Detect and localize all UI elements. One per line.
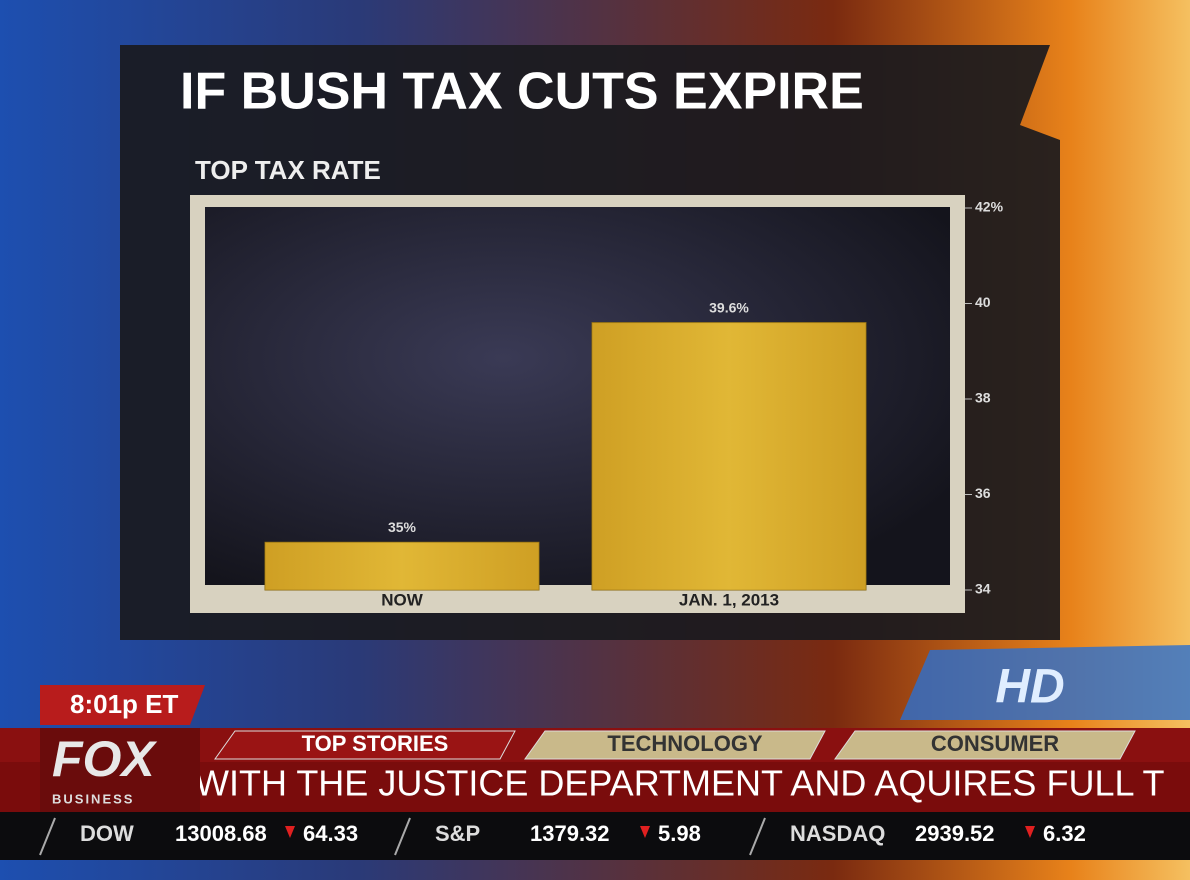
chart-subtitle: TOP TAX RATE [195, 155, 381, 185]
y-tick-label: 38 [975, 390, 991, 406]
bar-shine [592, 322, 866, 590]
time-box [40, 685, 205, 725]
ticker-divider [39, 817, 56, 856]
y-tick-label: 36 [975, 485, 991, 501]
x-tick-label: JAN. 1, 2013 [679, 590, 779, 609]
ticker-name: S&P [435, 821, 480, 846]
ticker-divider [394, 817, 411, 856]
x-tick-label: NOW [381, 590, 424, 609]
value-label: 39.6% [709, 299, 749, 315]
tab [214, 730, 516, 760]
headline: WITH THE JUSTICE DEPARTMENT AND AQUIRES … [195, 763, 1165, 804]
ticker-change: 5.98 [658, 821, 701, 846]
ticker-name: NASDAQ [790, 821, 885, 846]
ticker-value: 1379.32 [530, 821, 610, 846]
y-tick-label: 34 [975, 581, 991, 597]
ticker: DOW 13008.68 64.33 S&P 1379.32 5.98 NASDAQ 2939… [39, 817, 1086, 856]
logo-box [40, 728, 200, 812]
value-label: 35% [388, 519, 417, 535]
ticker-bar [0, 812, 1190, 860]
down-arrow [285, 826, 295, 838]
time: 8:01p ET [70, 689, 178, 719]
tab [524, 730, 826, 760]
tabs: TOP STORIES TECHNOLOGY CONSUMER [214, 730, 1136, 760]
tab-label: TECHNOLOGY [607, 731, 763, 756]
logo: FOX [52, 731, 157, 787]
ticker-change: 6.32 [1043, 821, 1086, 846]
ticker-value: 13008.68 [175, 821, 267, 846]
tab [834, 730, 1136, 760]
down-arrow [640, 826, 650, 838]
hd-badge [900, 645, 1190, 720]
tab-label: CONSUMER [931, 731, 1059, 756]
bar-shine [265, 542, 539, 590]
ticker-value: 2939.52 [915, 821, 995, 846]
chart-title: IF BUSH TAX CUTS EXPIRE [180, 63, 864, 121]
chart: 42% 40 38 36 34 35% NOW 39.6% JAN. 1, 2013 [264, 199, 1004, 609]
ticker-change: 64.33 [303, 821, 358, 846]
y-tick-label: 42% [975, 199, 1004, 215]
ticker-name: DOW [80, 821, 134, 846]
tab-label: TOP STORIES [302, 731, 449, 756]
network: BUSINESS [52, 791, 134, 806]
hd-text: HD [995, 661, 1064, 714]
y-tick-label: 40 [975, 294, 991, 310]
ticker-divider [749, 817, 766, 856]
down-arrow [1025, 826, 1035, 838]
